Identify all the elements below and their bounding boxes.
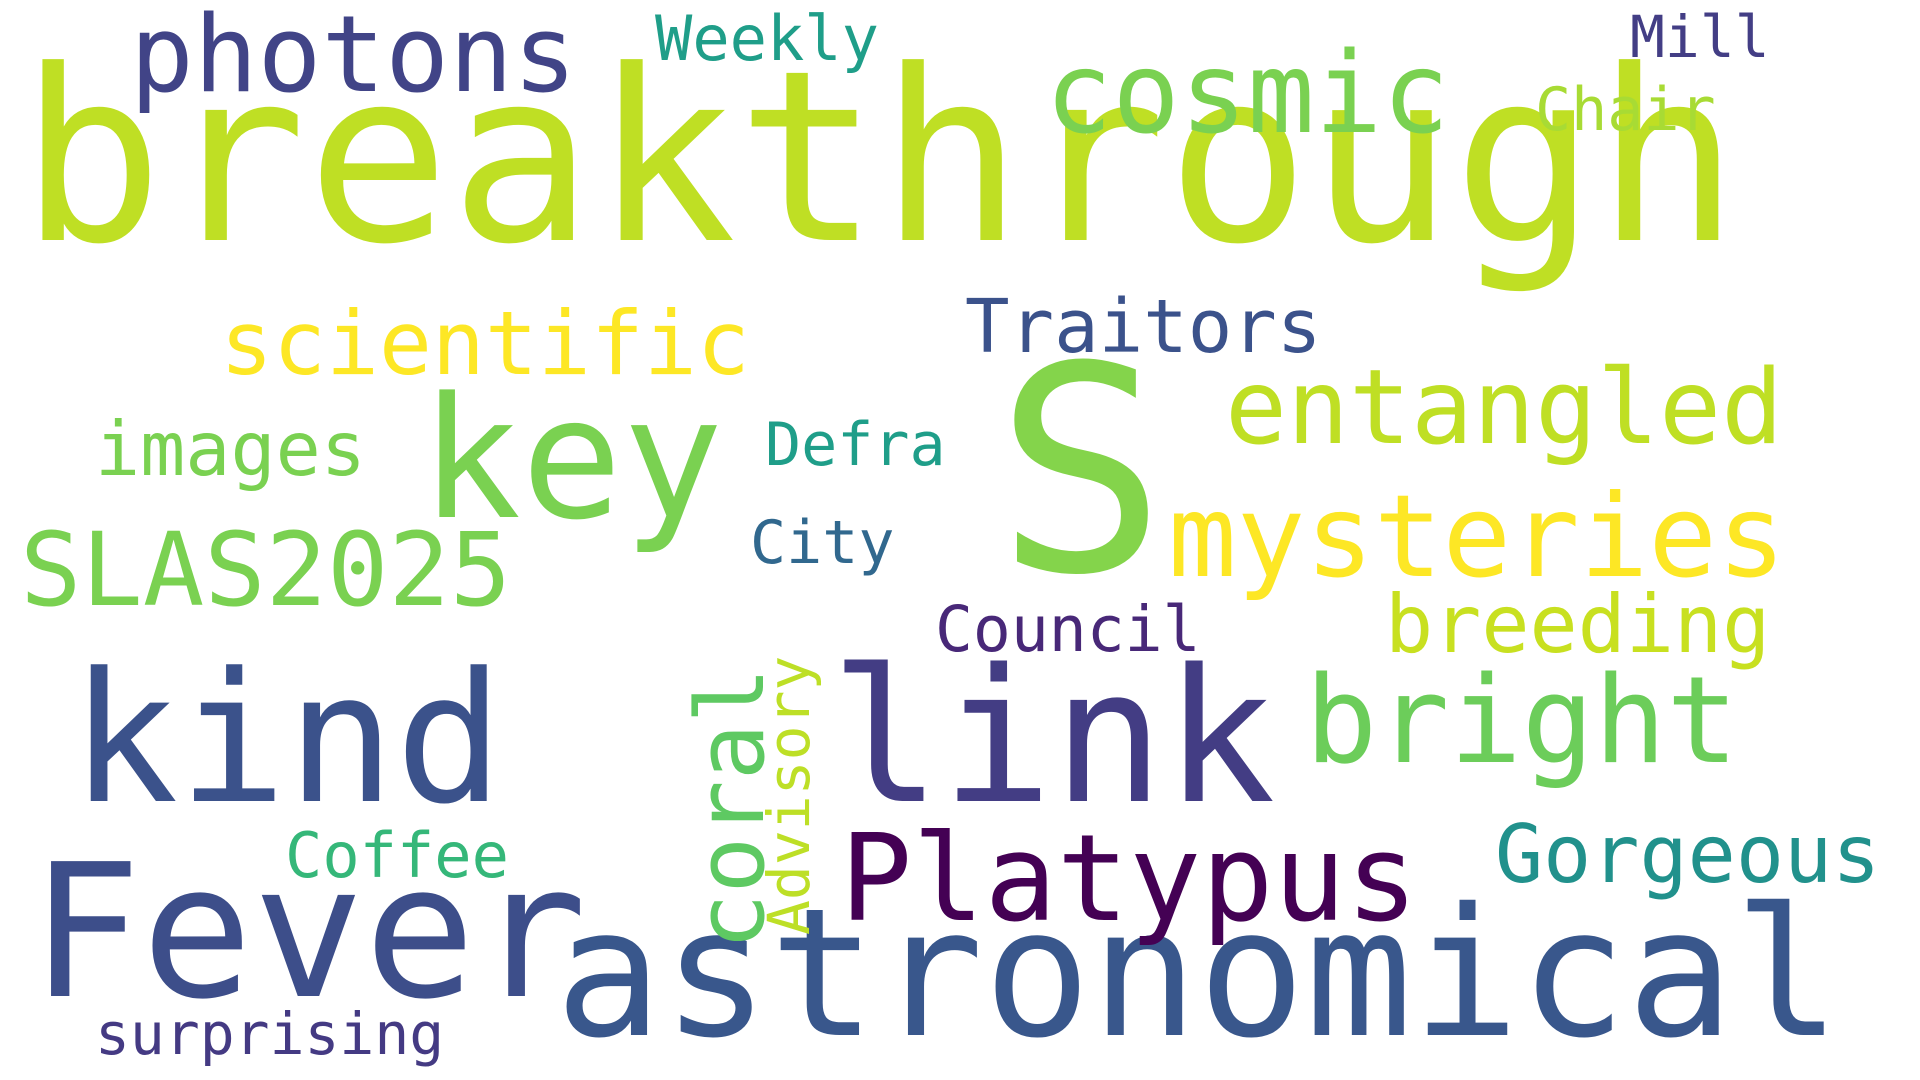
word-link: link <box>830 629 1276 845</box>
word-cosmic: cosmic <box>1045 29 1450 159</box>
word-advisory: Advisory <box>755 655 823 935</box>
word-astronomical: astronomical <box>555 870 1841 1077</box>
word-slas2025: SLAS2025 <box>20 511 512 630</box>
word-s: S <box>995 306 1167 638</box>
word-entangled: entangled <box>1225 348 1784 468</box>
word-fever: Fever <box>30 824 587 1040</box>
word-traitors: Traitors <box>965 284 1322 370</box>
word-coffee: Coffee <box>285 819 509 892</box>
word-city: City <box>750 508 895 578</box>
word-platypus: Platypus <box>840 810 1418 949</box>
word-key: key <box>420 361 724 557</box>
word-council: Council <box>935 593 1201 666</box>
word-photons: photons <box>130 0 577 116</box>
word-weekly: Weekly <box>655 2 879 75</box>
word-breeding: breeding <box>1385 578 1771 671</box>
word-chair: Chair <box>1535 75 1716 145</box>
word-scientific: scientific <box>220 292 750 395</box>
word-gorgeous: Gorgeous <box>1495 808 1881 901</box>
word-defra: Defra <box>765 410 946 480</box>
word-images: images <box>95 405 366 493</box>
word-breakthrough: breakthrough <box>20 20 1740 297</box>
word-bright: bright <box>1305 652 1739 791</box>
word-kind: kind <box>70 635 504 844</box>
word-mysteries: mysteries <box>1168 470 1786 603</box>
word-mill: Mill <box>1630 3 1770 71</box>
word-surprising: surprising <box>95 1000 445 1068</box>
